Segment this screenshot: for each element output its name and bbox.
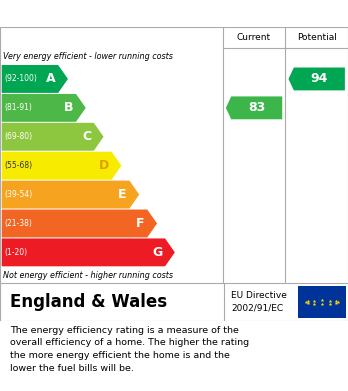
Text: (92-100): (92-100) — [5, 74, 37, 83]
Text: Very energy efficient - lower running costs: Very energy efficient - lower running co… — [3, 52, 173, 61]
Text: D: D — [98, 159, 109, 172]
Text: Not energy efficient - higher running costs: Not energy efficient - higher running co… — [3, 271, 174, 280]
Text: A: A — [46, 72, 55, 86]
Polygon shape — [226, 97, 282, 119]
Text: (81-91): (81-91) — [5, 103, 32, 112]
Polygon shape — [2, 239, 175, 266]
Polygon shape — [2, 181, 139, 208]
Text: EU Directive
2002/91/EC: EU Directive 2002/91/EC — [231, 291, 287, 312]
Text: B: B — [64, 101, 73, 114]
Text: The energy efficiency rating is a measure of the
overall efficiency of a home. T: The energy efficiency rating is a measur… — [10, 326, 250, 373]
Text: (55-68): (55-68) — [5, 161, 33, 170]
Text: E: E — [118, 188, 127, 201]
Text: (21-38): (21-38) — [5, 219, 32, 228]
Text: Current: Current — [237, 33, 271, 42]
Polygon shape — [288, 68, 345, 90]
Bar — [298, 287, 346, 317]
Text: Energy Efficiency Rating: Energy Efficiency Rating — [69, 6, 279, 21]
Polygon shape — [2, 210, 157, 237]
Polygon shape — [2, 123, 104, 151]
Polygon shape — [2, 65, 68, 93]
Text: F: F — [136, 217, 144, 230]
Text: (69-80): (69-80) — [5, 132, 33, 141]
Text: C: C — [82, 130, 91, 143]
Text: G: G — [152, 246, 162, 259]
Text: England & Wales: England & Wales — [10, 293, 168, 311]
Text: 83: 83 — [248, 101, 265, 114]
Polygon shape — [2, 152, 121, 179]
Text: (39-54): (39-54) — [5, 190, 33, 199]
Polygon shape — [2, 94, 86, 122]
Text: 94: 94 — [311, 72, 328, 86]
Text: Potential: Potential — [297, 33, 337, 42]
Text: (1-20): (1-20) — [5, 248, 27, 257]
